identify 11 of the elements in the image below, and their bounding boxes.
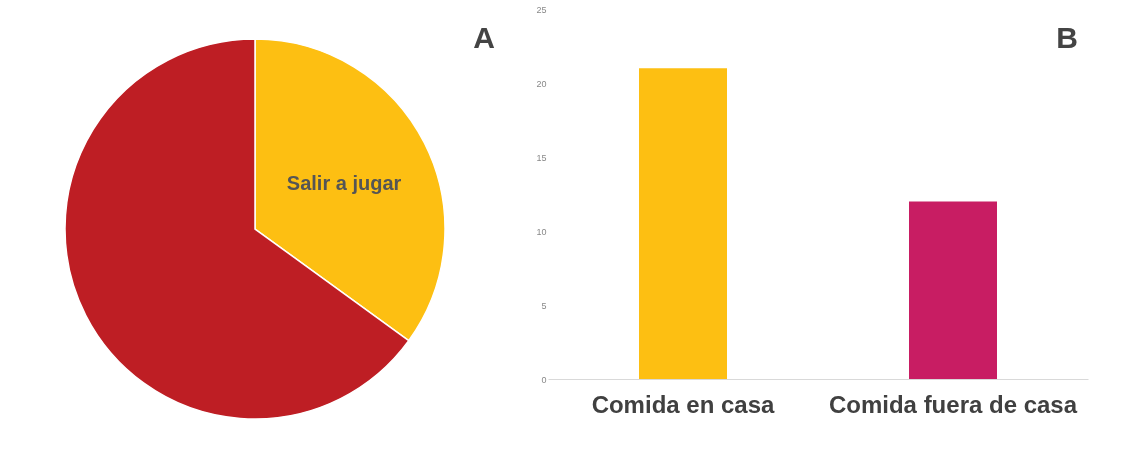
- y-tick-label: 5: [541, 300, 547, 311]
- y-tick-label: 0: [541, 374, 547, 385]
- y-tick-label: 20: [536, 78, 547, 89]
- x-tick-label: Comida fuera de casa: [828, 390, 1078, 418]
- y-tick-label: 15: [536, 152, 547, 163]
- text: A: [473, 21, 495, 54]
- annotation: B: [1056, 21, 1078, 54]
- slice-label: Salir a jugar: [286, 171, 402, 194]
- y-tick-label: 10: [536, 226, 547, 237]
- x-tick-label: Comida en casa: [591, 390, 776, 418]
- y-tick-label: 25: [536, 4, 547, 15]
